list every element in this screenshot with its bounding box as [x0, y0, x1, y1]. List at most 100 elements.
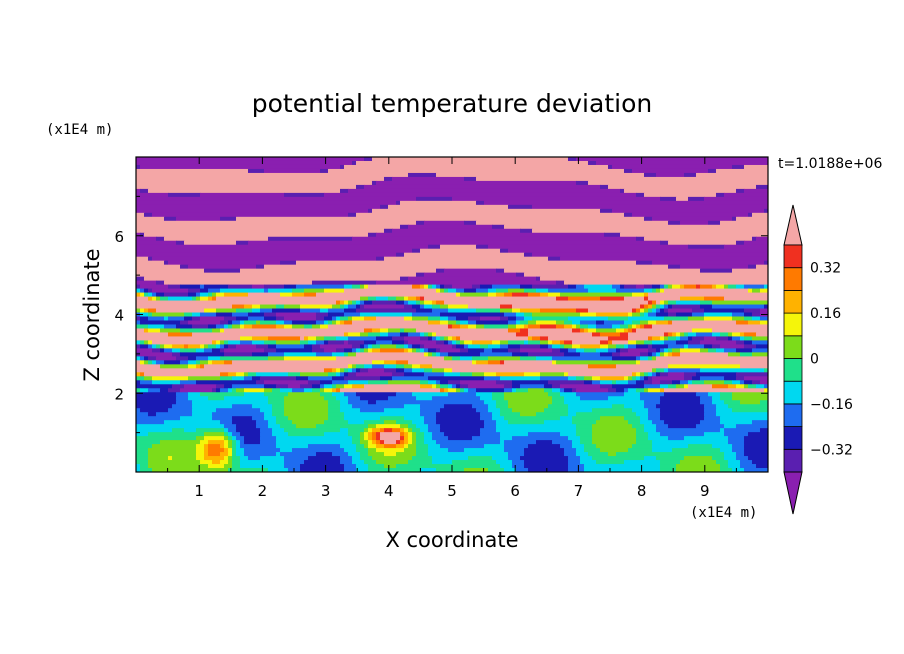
- contour-cell: [356, 352, 425, 357]
- contour-cell: [376, 232, 605, 238]
- contour-cell: [644, 404, 657, 409]
- contour-cell: [584, 468, 661, 472]
- contour-cell: [580, 460, 597, 465]
- contour-cell: [440, 352, 449, 357]
- contour-cell: [668, 312, 677, 318]
- contour-cell: [388, 380, 421, 385]
- contour-cell: [396, 296, 405, 302]
- contour-cell: [136, 400, 177, 405]
- contour-cell: [660, 380, 673, 385]
- contour-cell: [624, 320, 633, 326]
- contour-cell: [648, 320, 657, 326]
- contour-cell: [520, 284, 533, 290]
- contour-cell: [200, 360, 209, 365]
- contour-cell: [512, 408, 545, 413]
- contour-cell: [276, 420, 293, 425]
- contour-cell: [700, 420, 721, 425]
- contour-cell: [324, 316, 333, 322]
- contour-cell: [648, 432, 661, 437]
- contour-cell: [704, 196, 768, 202]
- contour-cell: [472, 360, 477, 365]
- contour-cell: [596, 320, 605, 326]
- contour-cell: [560, 388, 565, 393]
- contour-cell: [556, 360, 637, 365]
- contour-cell: [564, 340, 573, 346]
- contour-cell: [704, 408, 717, 413]
- contour-cell: [336, 372, 341, 377]
- contour-cell: [232, 448, 237, 453]
- contour-cell: [236, 344, 257, 349]
- contour-cell: [384, 364, 397, 369]
- contour-cell: [620, 332, 629, 338]
- contour-cell: [184, 384, 217, 389]
- contour-cell: [616, 364, 669, 369]
- contour-cell: [436, 172, 645, 178]
- contour-cell: [504, 224, 768, 230]
- contour-cell: [136, 208, 369, 214]
- contour-cell: [644, 216, 653, 222]
- contour-cell: [456, 292, 461, 298]
- contour-cell: [668, 424, 697, 429]
- contour-cell: [332, 376, 345, 381]
- contour-cell: [492, 416, 505, 421]
- contour-cell: [232, 404, 253, 409]
- contour-cell: [612, 380, 617, 385]
- contour-cell: [224, 352, 253, 357]
- contour-cell: [428, 316, 441, 322]
- contour-cell: [540, 336, 549, 342]
- contour-cell: [284, 324, 293, 330]
- contour-cell: [216, 324, 225, 330]
- contour-cell: [732, 468, 745, 472]
- contour-cell: [252, 324, 277, 330]
- contour-cell: [344, 304, 349, 310]
- contour-cell: [192, 312, 201, 318]
- contour-cell: [364, 384, 421, 389]
- contour-cell: [412, 348, 417, 353]
- contour-cell: [428, 244, 441, 250]
- contour-cell: [204, 436, 225, 441]
- contour-cell: [216, 308, 237, 314]
- contour-cell: [660, 464, 677, 469]
- contour-cell: [272, 408, 285, 413]
- contour-cell: [396, 464, 501, 469]
- contour-cell: [328, 324, 449, 330]
- contour-cell: [432, 308, 449, 314]
- contour-cell: [160, 388, 169, 393]
- contour-cell: [672, 380, 681, 385]
- x-tick-label: 5: [447, 482, 457, 500]
- contour-cell: [504, 416, 561, 421]
- contour-cell: [628, 312, 633, 318]
- contour-cell: [436, 380, 441, 385]
- contour-cell: [136, 244, 429, 250]
- contour-cell: [236, 428, 261, 433]
- contour-cell: [136, 344, 141, 349]
- contour-cell: [208, 444, 221, 449]
- contour-cell: [644, 308, 649, 314]
- contour-cell: [196, 364, 201, 369]
- contour-cell: [540, 324, 557, 330]
- contour-cell: [452, 368, 653, 373]
- contour-cell: [636, 372, 641, 377]
- contour-cell: [332, 316, 337, 322]
- contour-cell: [252, 376, 261, 381]
- contour-cell: [764, 368, 768, 373]
- contour-cell: [444, 368, 453, 373]
- contour-cell: [336, 384, 345, 389]
- contour-cell: [196, 292, 201, 298]
- contour-cell: [388, 396, 417, 401]
- contour-cell: [360, 456, 373, 461]
- contour-cell: [584, 444, 597, 449]
- contour-cell: [584, 348, 597, 353]
- contour-cell: [660, 352, 665, 357]
- contour-cell: [612, 284, 621, 290]
- contour-cell: [136, 180, 373, 186]
- contour-cell: [744, 340, 753, 346]
- contour-cell: [284, 400, 329, 405]
- contour-cell: [624, 388, 629, 393]
- contour-cell: [392, 336, 405, 342]
- contour-cell: [492, 396, 505, 401]
- contour-cell: [172, 344, 185, 349]
- contour-cell: [336, 320, 341, 326]
- contour-cell: [152, 380, 181, 385]
- contour-cell: [592, 456, 645, 461]
